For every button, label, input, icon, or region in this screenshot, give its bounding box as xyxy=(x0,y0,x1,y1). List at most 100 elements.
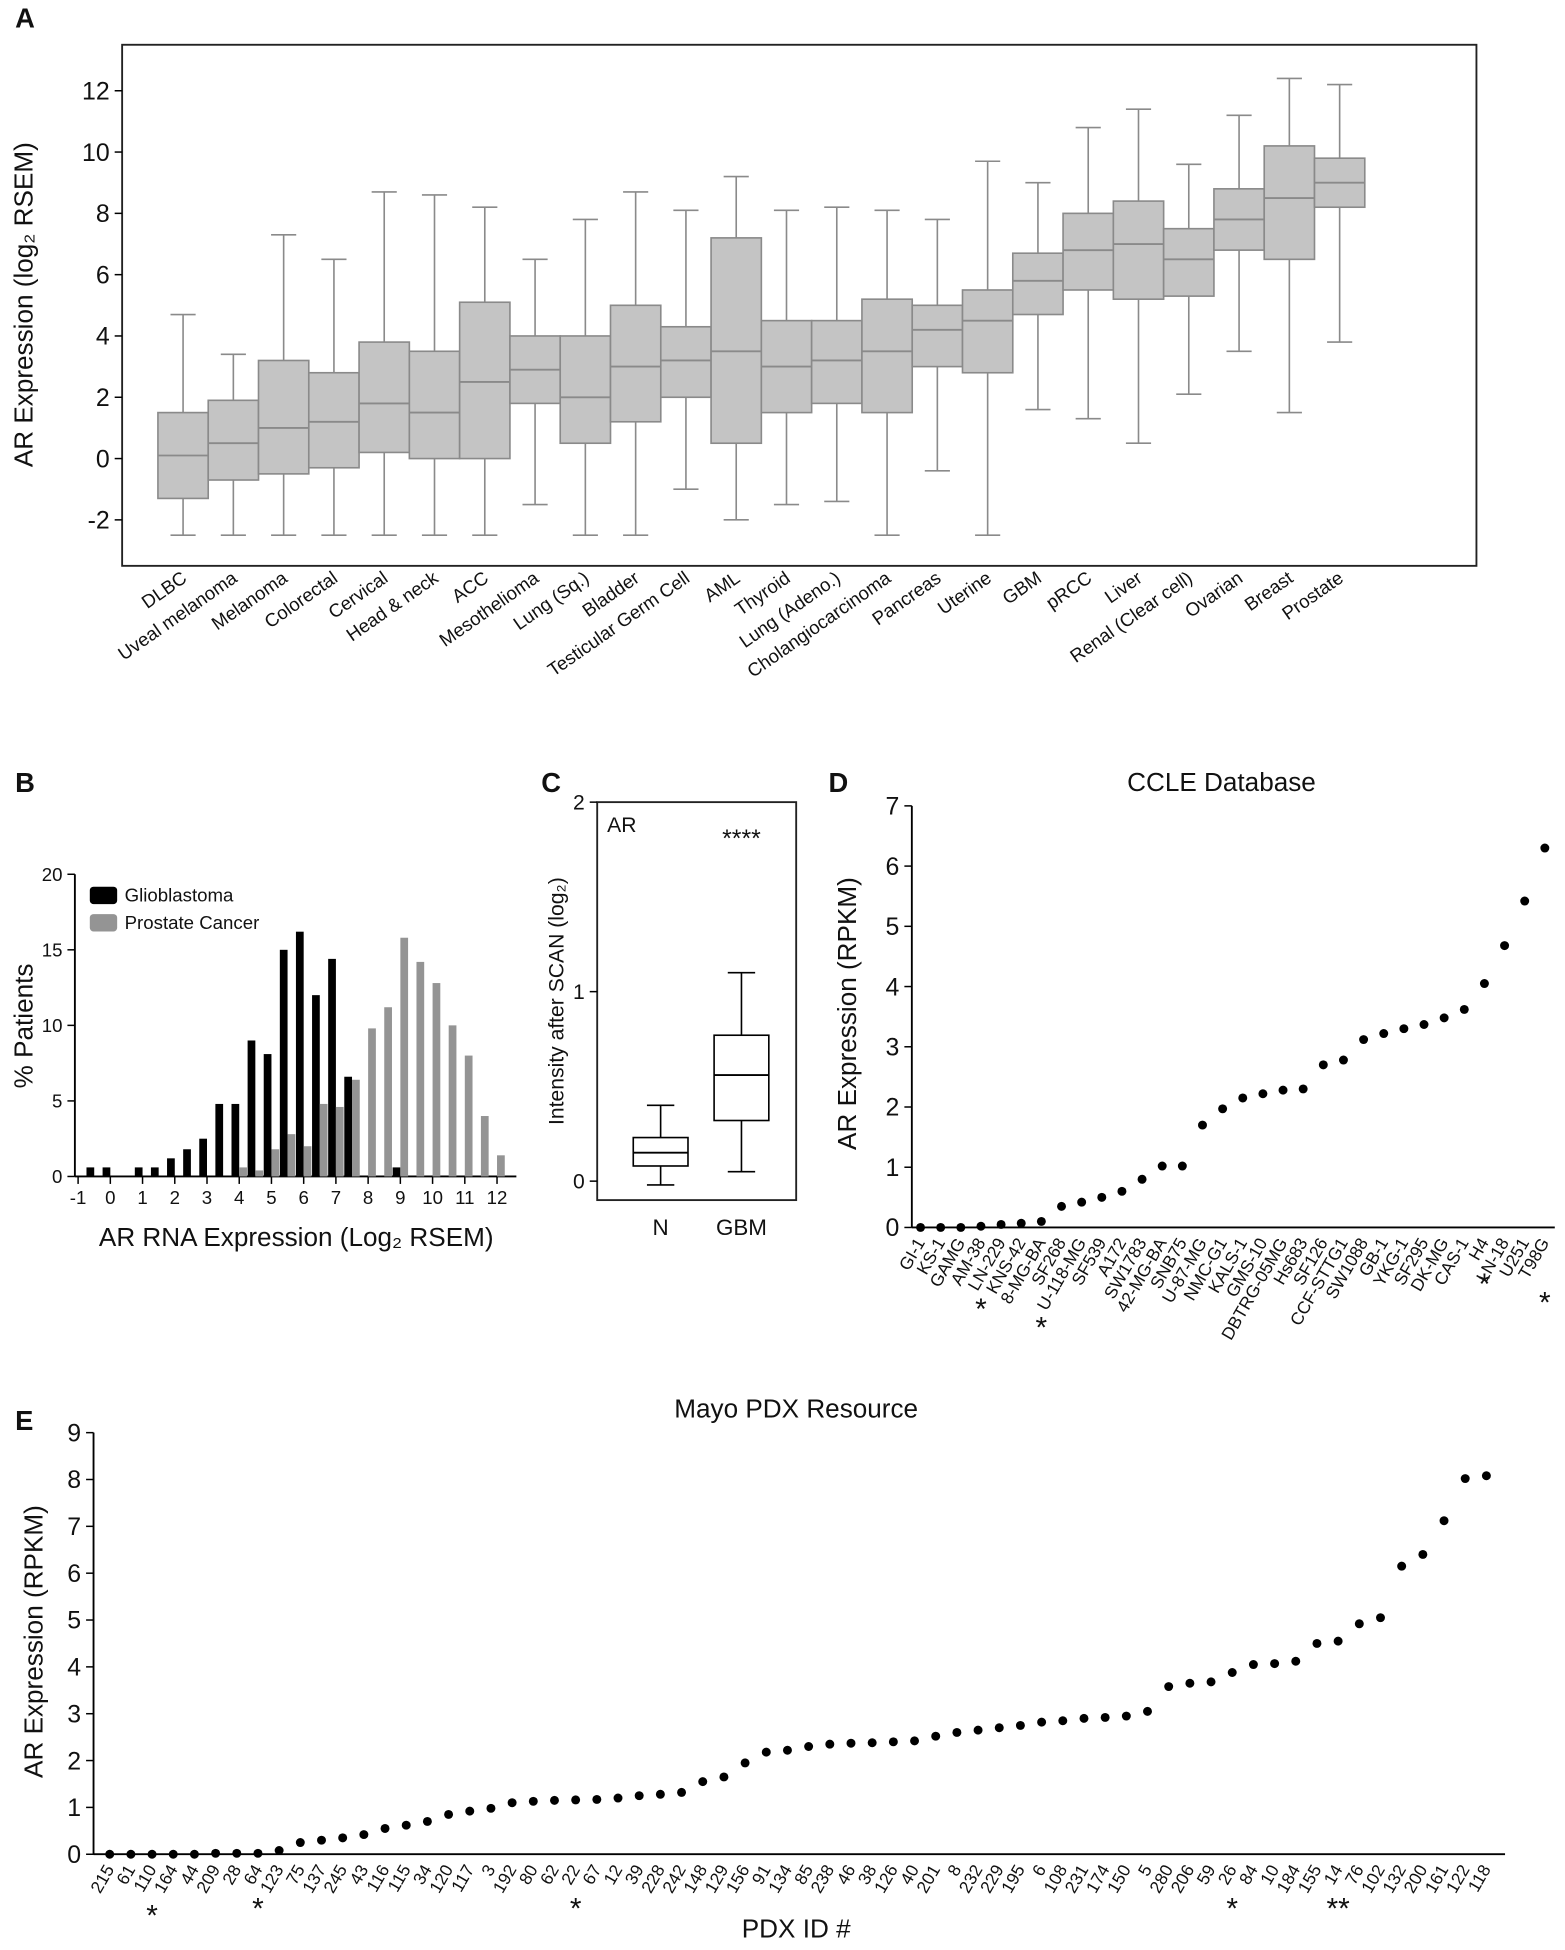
point xyxy=(931,1731,941,1741)
x-tick-label: GBM xyxy=(716,1215,767,1240)
point xyxy=(486,1803,496,1813)
point xyxy=(1185,1678,1195,1688)
y-axis-label: % Patients xyxy=(9,964,39,1089)
annotation: * xyxy=(252,1892,264,1925)
point xyxy=(1218,1104,1228,1114)
point xyxy=(1479,979,1489,989)
point xyxy=(401,1820,411,1830)
y-tick-label: 1 xyxy=(573,981,585,1004)
box xyxy=(307,371,360,469)
box xyxy=(1112,200,1165,300)
point xyxy=(1439,1013,1449,1023)
bar xyxy=(497,1155,505,1177)
legend-label: Prostate Cancer xyxy=(125,912,260,933)
point xyxy=(1079,1713,1089,1723)
panel-letter: E xyxy=(15,1405,33,1436)
point xyxy=(1278,1085,1288,1095)
point xyxy=(1100,1712,1110,1722)
chart-title: CCLE Database xyxy=(1127,767,1316,797)
point xyxy=(825,1739,835,1749)
point xyxy=(956,1222,966,1232)
bar xyxy=(328,958,336,1177)
point xyxy=(232,1848,242,1858)
point xyxy=(1227,1668,1237,1677)
point xyxy=(1117,1186,1127,1196)
point xyxy=(1036,1216,1046,1226)
y-tick-label: 3 xyxy=(67,1700,81,1728)
point xyxy=(253,1848,263,1858)
point xyxy=(910,1736,920,1746)
bar xyxy=(319,1103,328,1177)
x-tick-label: GBM xyxy=(998,567,1045,609)
annotation: * xyxy=(570,1892,582,1925)
point xyxy=(1198,1120,1207,1130)
y-tick-label: 4 xyxy=(886,973,900,1001)
y-tick-label: 2 xyxy=(573,792,585,815)
point xyxy=(1177,1161,1187,1171)
y-tick-label: 2 xyxy=(886,1094,900,1122)
y-tick-label: 5 xyxy=(67,1607,81,1635)
bar xyxy=(400,937,409,1177)
point xyxy=(1354,1619,1364,1629)
y-axis-label: Intensity after SCAN (log₂) xyxy=(546,877,569,1125)
bar xyxy=(86,1167,95,1177)
box xyxy=(609,304,662,423)
bar xyxy=(255,1170,264,1177)
bar xyxy=(231,1103,240,1177)
point xyxy=(1376,1613,1385,1623)
box xyxy=(710,237,763,445)
bar xyxy=(303,1146,312,1177)
point xyxy=(867,1738,877,1748)
legend-swatch xyxy=(89,914,118,932)
point xyxy=(888,1737,898,1747)
y-tick-label: 0 xyxy=(67,1841,81,1869)
y-tick-label: 0 xyxy=(96,445,110,473)
y-tick-label: 8 xyxy=(96,200,110,228)
box xyxy=(810,319,863,405)
point xyxy=(936,1222,946,1232)
point xyxy=(1460,1474,1470,1484)
y-tick-label: 6 xyxy=(67,1560,81,1588)
panel-letter: C xyxy=(541,767,561,798)
x-tick-label: -1 xyxy=(70,1187,87,1208)
point xyxy=(1037,1717,1047,1727)
box xyxy=(1162,227,1215,297)
x-tick-label: 1 xyxy=(137,1187,147,1208)
point xyxy=(719,1772,729,1782)
point xyxy=(126,1849,136,1859)
box xyxy=(1062,212,1115,291)
point xyxy=(1520,896,1530,906)
x-tick-label: 150 xyxy=(1103,1861,1135,1896)
bar xyxy=(199,1138,208,1177)
x-axis-label: AR RNA Expression (Log₂ RSEM) xyxy=(99,1222,494,1252)
y-axis-label: AR Expression (RPKM) xyxy=(19,1505,49,1778)
y-tick-label: 0 xyxy=(52,1166,62,1187)
annotation: * xyxy=(146,1900,158,1933)
legend-swatch xyxy=(89,886,118,905)
y-tick-label: 2 xyxy=(96,384,110,412)
point xyxy=(634,1791,644,1801)
box xyxy=(713,1034,770,1122)
y-tick-label: 12 xyxy=(82,77,110,105)
y-tick-label: 6 xyxy=(96,261,110,289)
bar xyxy=(102,1167,111,1177)
y-tick-label: 7 xyxy=(886,793,900,821)
point xyxy=(507,1798,517,1808)
plot-frame xyxy=(121,43,1478,567)
bar xyxy=(392,1167,401,1177)
point xyxy=(147,1849,157,1859)
x-tick-label: 9 xyxy=(395,1187,405,1208)
point xyxy=(1157,1161,1167,1171)
y-tick-label: 15 xyxy=(42,939,63,960)
bar xyxy=(335,1106,344,1177)
plot-frame xyxy=(596,801,798,1202)
x-tick-label: 7 xyxy=(331,1187,341,1208)
point xyxy=(677,1787,687,1797)
point xyxy=(317,1835,326,1845)
box xyxy=(911,304,964,368)
bar xyxy=(215,1103,224,1177)
point xyxy=(846,1738,856,1748)
point xyxy=(1333,1636,1343,1646)
point xyxy=(168,1849,178,1859)
bar xyxy=(448,1025,457,1177)
